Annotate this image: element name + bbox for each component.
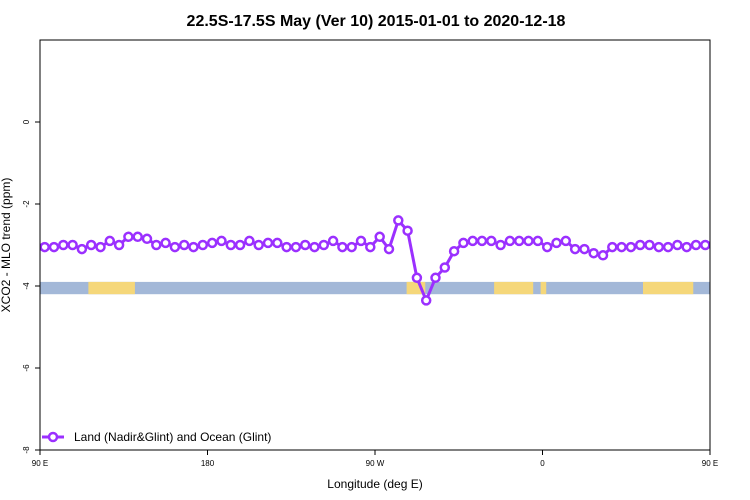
data-point <box>374 231 385 243</box>
x-tick-label: 90 E <box>32 459 48 468</box>
data-point <box>160 237 171 249</box>
data-point <box>197 239 209 251</box>
y-tick-label: -6 <box>22 364 31 372</box>
data-point <box>178 239 190 251</box>
data-point <box>541 241 553 253</box>
data-point <box>690 239 702 251</box>
x-axis: 90 E 180 90 W 0 90 E <box>32 450 718 468</box>
data-point <box>560 235 572 247</box>
data-point <box>281 241 292 253</box>
data-point <box>700 239 710 251</box>
data-point <box>672 239 683 251</box>
land-segment-4 <box>643 281 694 295</box>
data-point <box>188 241 199 253</box>
data-point <box>616 241 627 253</box>
x-tick-label: 180 <box>201 459 215 468</box>
data-point <box>309 241 320 253</box>
data-point <box>365 241 376 253</box>
data-point <box>327 235 339 247</box>
data-point <box>318 239 330 251</box>
data-point <box>383 243 395 255</box>
data-point <box>151 239 162 251</box>
data-point <box>486 235 497 247</box>
data-point <box>513 235 525 247</box>
data-point <box>504 235 516 247</box>
data-point <box>653 241 665 253</box>
data-point <box>476 235 488 247</box>
data-point <box>262 237 274 249</box>
data-point <box>123 231 134 243</box>
data-point <box>430 272 441 284</box>
data-point <box>141 233 153 245</box>
data-point <box>272 237 283 249</box>
y-tick-label: -4 <box>22 282 31 290</box>
data-point <box>234 239 246 251</box>
data-point <box>216 235 227 247</box>
y-tick-label: 0 <box>22 119 31 124</box>
data-point <box>458 237 469 249</box>
data-point <box>439 262 451 273</box>
data-point <box>644 239 655 251</box>
data-point <box>551 237 562 249</box>
data-point <box>337 241 348 253</box>
data-point <box>104 235 116 247</box>
data-point <box>393 215 404 226</box>
data-point <box>588 247 599 259</box>
land-segment-0 <box>88 281 135 295</box>
data-point <box>579 243 590 255</box>
data-point <box>495 239 506 251</box>
data-point <box>411 272 423 284</box>
ocean-band <box>40 281 710 295</box>
data-point <box>253 239 264 251</box>
y-tick-label: -2 <box>22 200 31 208</box>
data-point <box>467 235 478 247</box>
data-point <box>662 241 674 253</box>
data-point <box>532 235 544 247</box>
x-tick-label: 90 W <box>366 459 385 468</box>
data-point <box>402 225 413 236</box>
legend: Land (Nadir&Glint) and Ocean (Glint) <box>42 430 271 444</box>
data-point <box>597 250 609 261</box>
data-point <box>113 239 125 251</box>
data-point <box>206 237 218 249</box>
data-point <box>40 241 50 253</box>
data-point <box>132 231 143 243</box>
data-point <box>76 243 88 255</box>
data-point <box>607 241 618 253</box>
x-tick-label: 0 <box>540 459 545 468</box>
series-layer <box>40 215 710 306</box>
y-axis-label: XCO2 - MLO trend (ppm) <box>0 178 13 313</box>
data-point <box>58 239 69 251</box>
data-point <box>95 241 106 253</box>
data-point <box>299 239 311 251</box>
land-segment-3 <box>540 281 547 295</box>
data-point <box>48 241 60 253</box>
data-point <box>634 239 646 251</box>
data-point <box>290 241 302 253</box>
data-point <box>346 241 357 253</box>
data-point <box>448 245 460 257</box>
data-point <box>244 235 255 247</box>
data-point <box>569 243 581 255</box>
data-point <box>67 239 78 251</box>
data-point <box>85 239 97 251</box>
surface-band <box>40 281 710 295</box>
data-point <box>523 235 534 247</box>
data-point <box>681 241 692 253</box>
legend-marker <box>47 431 59 443</box>
data-point <box>709 242 710 248</box>
data-point <box>625 241 637 253</box>
x-tick-label: 90 E <box>702 459 718 468</box>
chart-title: 22.5S-17.5S May (Ver 10) 2015-01-01 to 2… <box>187 13 566 30</box>
data-point <box>169 241 181 253</box>
x-axis-label: Longitude (deg E) <box>327 477 422 491</box>
data-point <box>355 235 367 247</box>
data-point <box>420 295 432 306</box>
legend-label: Land (Nadir&Glint) and Ocean (Glint) <box>74 430 271 444</box>
y-tick-label: -8 <box>22 446 31 454</box>
land-segment-2 <box>494 281 534 295</box>
y-axis: 0 -2 -4 -6 -8 <box>22 119 40 454</box>
data-point <box>225 239 237 251</box>
